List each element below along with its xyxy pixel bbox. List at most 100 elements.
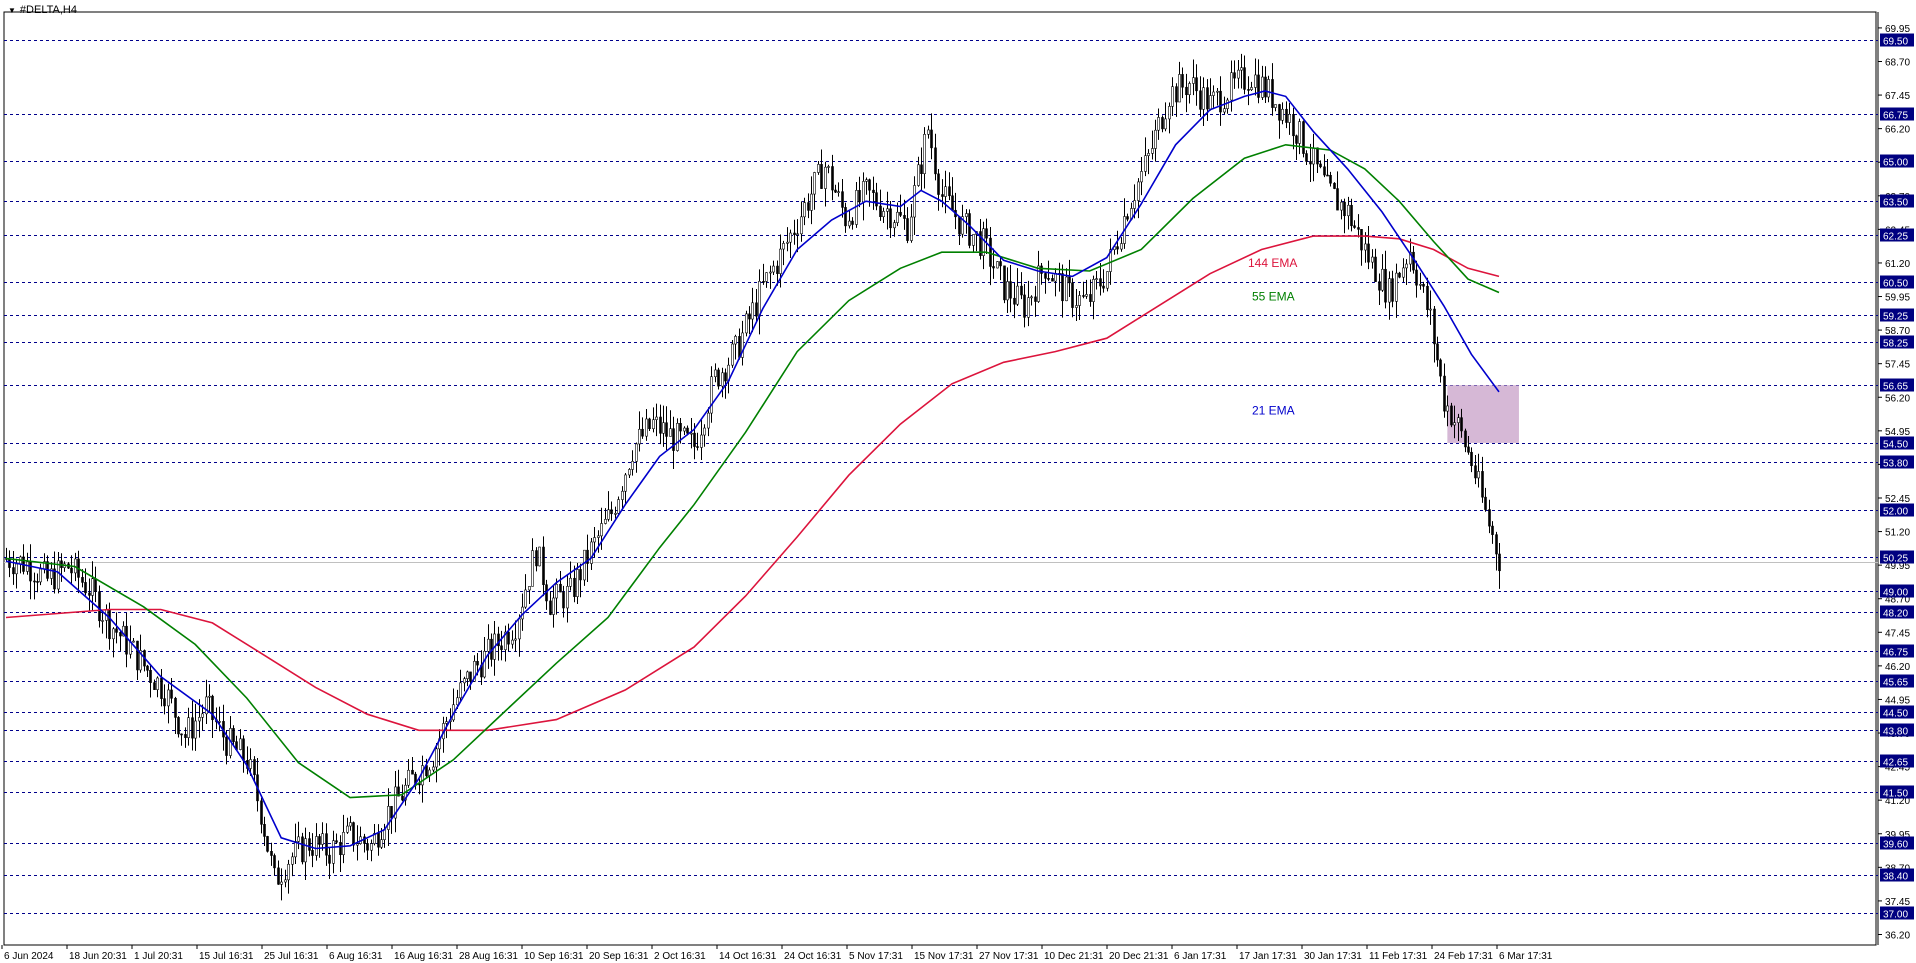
candle-body bbox=[1312, 147, 1315, 165]
candle-body bbox=[518, 618, 521, 640]
candle-body bbox=[98, 591, 101, 622]
candle-body bbox=[745, 313, 748, 334]
price-level-tag bbox=[1880, 33, 1914, 47]
candle-body bbox=[1453, 422, 1456, 426]
candle-body bbox=[531, 550, 534, 587]
candle-body bbox=[707, 412, 710, 429]
candle-body bbox=[1047, 278, 1050, 280]
price-level-value: 53.80 bbox=[1883, 459, 1908, 470]
candle-body bbox=[714, 369, 717, 378]
candle-body bbox=[1023, 294, 1026, 318]
candle-body bbox=[1347, 204, 1350, 217]
candle-body bbox=[136, 640, 139, 671]
candle-body bbox=[277, 867, 280, 885]
candle-body bbox=[139, 650, 142, 671]
candle-body bbox=[662, 422, 665, 434]
candle-body bbox=[1333, 182, 1336, 189]
candle-body bbox=[1460, 417, 1463, 432]
candle-body bbox=[1264, 76, 1267, 98]
candle-body bbox=[1309, 161, 1312, 165]
candle-body bbox=[1378, 281, 1381, 291]
candle-body bbox=[569, 577, 572, 587]
candle-body bbox=[593, 537, 596, 543]
candle-body bbox=[167, 689, 170, 707]
candle-body bbox=[445, 721, 448, 724]
candle-body bbox=[903, 215, 906, 219]
candle-body bbox=[559, 583, 562, 593]
x-tick-label: 10 Dec 21:31 bbox=[1044, 951, 1104, 962]
candle-body bbox=[1474, 465, 1477, 479]
candle-body bbox=[1051, 278, 1054, 282]
candle-body bbox=[913, 185, 916, 218]
candle-body bbox=[542, 546, 545, 585]
candle-body bbox=[325, 833, 328, 856]
candle-body bbox=[112, 628, 115, 640]
price-level-tag bbox=[1880, 674, 1914, 688]
candle-body bbox=[758, 281, 761, 317]
candle-body bbox=[738, 336, 741, 358]
x-tick-label: 6 Jun 2024 bbox=[4, 951, 54, 962]
candle-body bbox=[218, 721, 221, 723]
candle-body bbox=[769, 271, 772, 274]
candle-body bbox=[631, 461, 634, 470]
y-tick-label: 58.70 bbox=[1885, 326, 1910, 337]
price-level-tag bbox=[1880, 785, 1914, 799]
candle-body bbox=[487, 638, 490, 652]
candle-body bbox=[383, 829, 386, 840]
candle-body bbox=[1164, 118, 1167, 130]
candle-body bbox=[893, 222, 896, 229]
candle-body bbox=[1240, 67, 1243, 71]
price-level-tag bbox=[1880, 906, 1914, 920]
candle-body bbox=[961, 216, 964, 235]
price-level-tag bbox=[1880, 378, 1914, 392]
candle-body bbox=[1371, 256, 1374, 263]
price-level-value: 63.50 bbox=[1883, 198, 1908, 209]
y-tick-label: 48.70 bbox=[1885, 595, 1910, 606]
candle-body bbox=[1381, 268, 1384, 291]
x-tick-label: 24 Feb 17:31 bbox=[1434, 951, 1493, 962]
candle-body bbox=[511, 639, 514, 645]
candle-body bbox=[8, 558, 11, 568]
price-level-value: 62.25 bbox=[1883, 232, 1908, 243]
ema-55-label: 55 EMA bbox=[1252, 290, 1295, 304]
candle-body bbox=[346, 825, 349, 833]
candle-body bbox=[356, 843, 359, 846]
candle-body bbox=[318, 836, 321, 845]
candle-body bbox=[1030, 296, 1033, 299]
candle-body bbox=[1357, 227, 1360, 230]
candle-body bbox=[1498, 553, 1501, 572]
x-tick-label: 24 Oct 16:31 bbox=[784, 951, 842, 962]
candle-body bbox=[411, 769, 414, 775]
symbol-title: ▼ #DELTA,H4 bbox=[8, 4, 77, 16]
candle-body bbox=[1181, 74, 1184, 88]
candle-body bbox=[944, 186, 947, 197]
x-tick-label: 11 Feb 17:31 bbox=[1369, 951, 1428, 962]
candle-body bbox=[15, 563, 18, 575]
candle-body bbox=[1034, 296, 1037, 302]
candle-body bbox=[373, 832, 376, 844]
candle-body bbox=[1192, 77, 1195, 84]
candle-body bbox=[566, 586, 569, 609]
price-level-tag bbox=[1880, 335, 1914, 349]
candle-body bbox=[1144, 155, 1147, 172]
price-level-value: 49.00 bbox=[1883, 588, 1908, 599]
candle-body bbox=[851, 220, 854, 225]
y-tick-label: 51.20 bbox=[1885, 528, 1910, 539]
candle-body bbox=[641, 428, 644, 437]
price-level-tag bbox=[1880, 308, 1914, 322]
dropdown-triangle-icon[interactable]: ▼ bbox=[8, 5, 16, 15]
candle-body bbox=[1219, 90, 1222, 113]
candle-body bbox=[1398, 272, 1401, 278]
consolidation-zone bbox=[1447, 385, 1519, 443]
candle-body bbox=[923, 134, 926, 174]
candle-body bbox=[253, 759, 256, 776]
candle-body bbox=[765, 272, 768, 282]
candle-body bbox=[604, 518, 607, 524]
y-tick-label: 57.45 bbox=[1885, 360, 1910, 371]
y-tick-label: 61.20 bbox=[1885, 259, 1910, 270]
candle-body bbox=[672, 428, 675, 451]
candle-body bbox=[1446, 405, 1449, 412]
candle-body bbox=[1433, 308, 1436, 345]
